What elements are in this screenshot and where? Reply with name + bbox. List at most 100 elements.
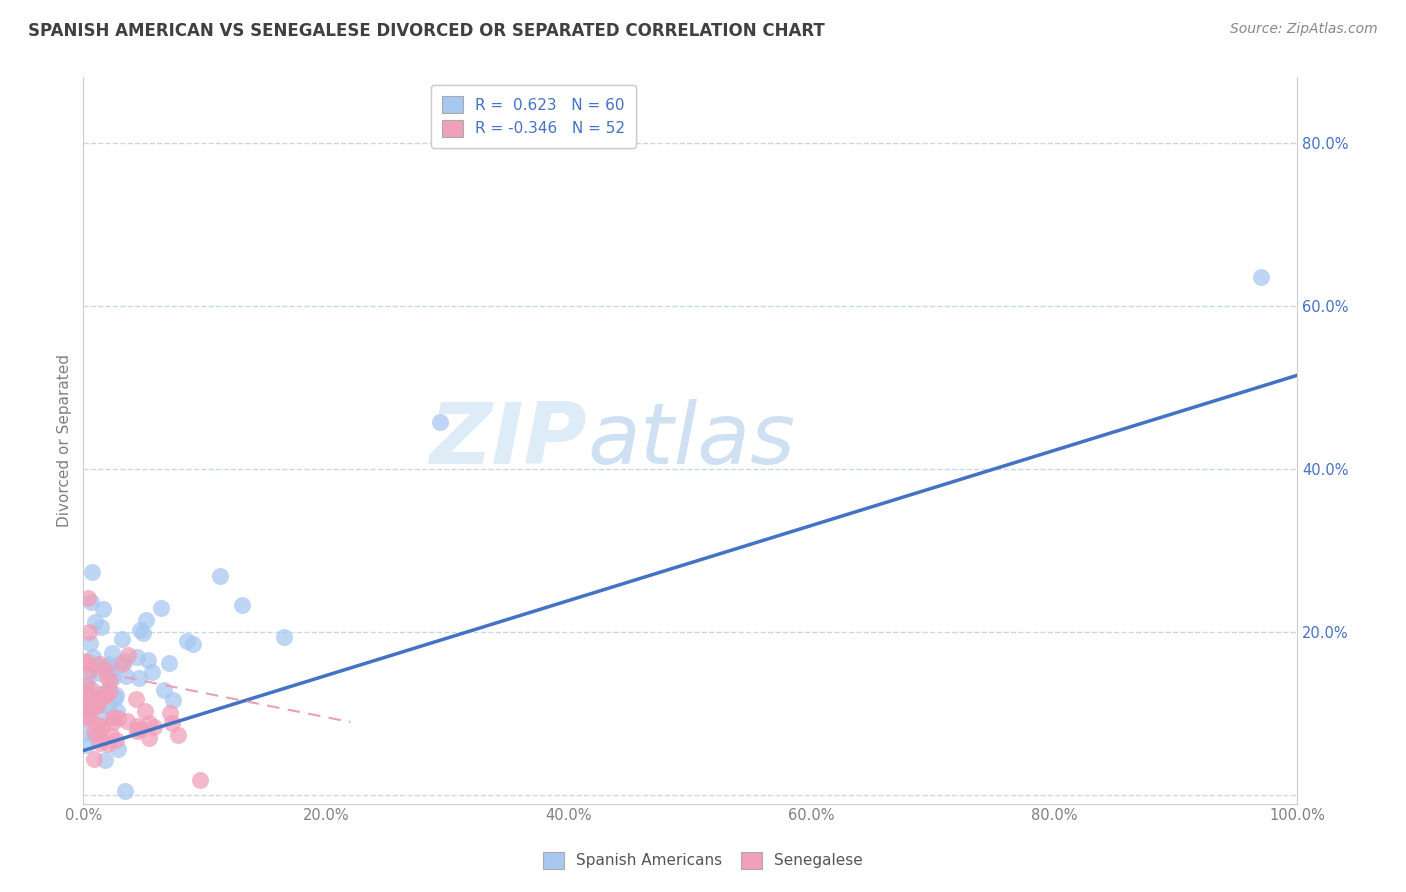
Point [80,565,103,579]
Point [75,708,97,723]
Point [80,663,103,677]
Point [76,698,98,713]
Point [75,678,97,692]
Point [77,591,100,605]
Point [89,698,111,712]
Point [82,649,104,664]
Point [107,711,129,725]
Point [91,720,114,734]
Point [162,715,184,730]
Point [84,730,107,744]
Point [96,670,118,684]
Point [157,656,180,670]
Point [128,671,150,685]
Point [87,727,110,741]
Point [93,688,115,702]
Point [90,620,112,634]
Point [76,671,98,685]
Point [83,690,105,704]
Point [110,656,132,670]
Point [104,733,127,747]
Point [75,656,97,670]
Point [125,650,148,665]
Point [114,784,136,798]
Point [75,686,97,700]
Point [107,704,129,718]
Point [75,654,97,668]
Point [75,677,97,691]
Point [125,723,148,738]
Point [273,630,295,644]
Point [79,693,101,707]
Point [101,670,124,684]
Point [125,691,148,706]
Point [128,623,150,637]
Point [117,648,139,662]
Point [98,674,121,689]
Point [98,669,121,683]
Point [208,569,231,583]
Text: SPANISH AMERICAN VS SENEGALESE DIVORCED OR SEPARATED CORRELATION CHART: SPANISH AMERICAN VS SENEGALESE DIVORCED … [28,22,825,40]
Point [111,657,134,671]
Point [76,726,98,740]
Point [100,646,122,660]
Point [91,690,114,704]
Point [141,665,163,679]
Point [136,653,159,667]
Point [134,704,156,718]
Point [91,601,114,615]
Point [96,684,118,698]
Point [87,718,110,732]
Point [104,690,127,705]
Point [114,655,136,669]
Point [82,699,104,714]
Point [142,720,165,734]
Point [1250,270,1272,285]
Point [77,625,100,640]
Text: ZIP: ZIP [429,399,588,482]
Point [84,615,107,630]
Point [97,737,120,751]
Point [117,714,139,728]
Point [94,753,117,767]
Point [114,668,136,682]
Point [89,657,111,671]
Point [75,680,97,694]
Point [153,683,176,698]
Point [97,657,120,671]
Point [188,772,211,787]
Text: Source: ZipAtlas.com: Source: ZipAtlas.com [1230,22,1378,37]
Y-axis label: Divorced or Separated: Divorced or Separated [58,354,72,527]
Point [104,689,127,703]
Point [75,696,97,710]
Point [162,693,184,707]
Point [167,728,190,742]
Point [100,728,122,742]
Point [83,695,105,709]
Point [76,700,98,714]
Point [127,719,149,733]
Point [98,684,121,698]
Point [83,752,105,766]
Point [111,632,134,647]
Point [135,613,157,627]
Point [101,709,124,723]
Point [79,635,101,649]
Point [84,698,107,713]
Point [91,711,114,725]
Point [176,634,198,648]
Point [159,706,181,720]
Point [89,694,111,708]
Point [93,662,115,676]
Point [89,736,111,750]
Point [84,657,107,672]
Point [89,687,111,701]
Legend: R =  0.623   N = 60, R = -0.346   N = 52: R = 0.623 N = 60, R = -0.346 N = 52 [430,85,636,148]
Point [76,690,98,704]
Point [76,711,98,725]
Point [132,625,155,640]
Point [80,683,103,698]
Point [77,702,100,716]
Point [91,688,114,702]
Point [97,698,120,713]
